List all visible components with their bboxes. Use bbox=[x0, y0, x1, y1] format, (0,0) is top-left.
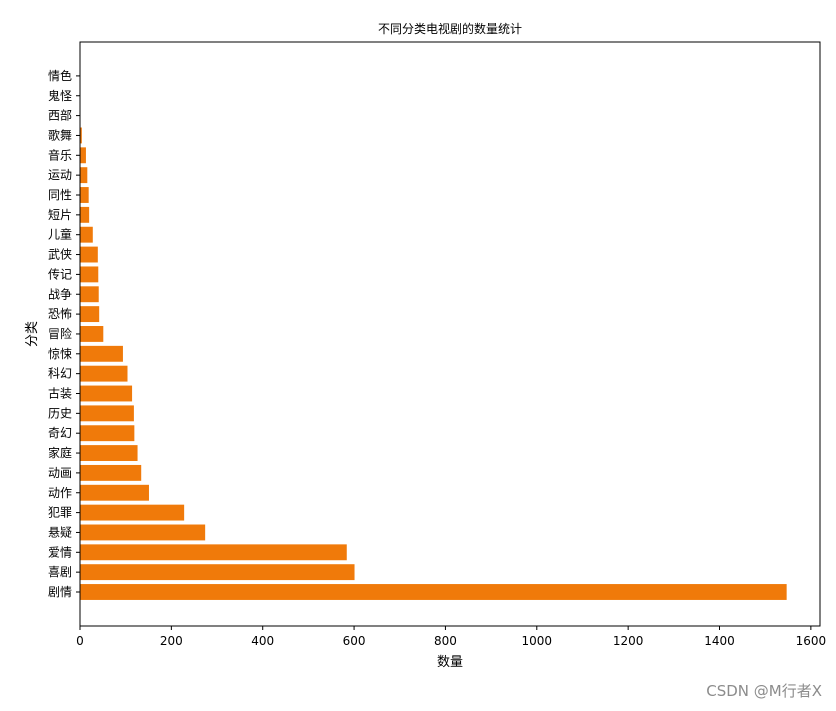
y-tick-label: 剧情 bbox=[48, 585, 72, 599]
watermark-text: CSDN @M行者X bbox=[706, 682, 822, 700]
bar-19 bbox=[80, 226, 93, 243]
y-tick-label: 传记 bbox=[48, 266, 72, 281]
bar-17 bbox=[80, 266, 99, 283]
y-tick-label: 音乐 bbox=[48, 147, 72, 162]
x-tick-label: 200 bbox=[160, 634, 183, 648]
y-tick-label: 儿童 bbox=[48, 227, 72, 242]
bar-16 bbox=[80, 286, 99, 303]
y-tick-label: 家庭 bbox=[48, 445, 72, 460]
bar-13 bbox=[80, 345, 123, 362]
x-axis-label: 数量 bbox=[437, 655, 463, 670]
y-tick-label: 情色 bbox=[48, 69, 72, 83]
y-tick-label: 动作 bbox=[48, 486, 72, 500]
y-tick-label: 奇幻 bbox=[48, 426, 72, 440]
y-tick-label: 冒险 bbox=[48, 326, 72, 341]
x-tick-label: 600 bbox=[343, 634, 366, 648]
x-tick-label: 800 bbox=[434, 634, 457, 648]
y-tick-label: 科幻 bbox=[48, 367, 72, 381]
x-tick-label: 1400 bbox=[704, 634, 735, 648]
bar-5 bbox=[80, 504, 185, 521]
bar-20 bbox=[80, 206, 90, 223]
bar-22 bbox=[80, 167, 88, 184]
y-tick-label: 西部 bbox=[48, 108, 72, 123]
bars-group bbox=[80, 67, 787, 600]
y-tick-label: 动画 bbox=[48, 466, 72, 480]
chart-title: 不同分类电视剧的数量统计 bbox=[378, 21, 522, 36]
y-tick-label: 悬疑 bbox=[48, 524, 72, 539]
bar-15 bbox=[80, 306, 100, 323]
y-tick-label: 战争 bbox=[48, 287, 72, 301]
bar-2 bbox=[80, 564, 355, 581]
bar-7 bbox=[80, 464, 142, 481]
bar-23 bbox=[80, 147, 86, 164]
bar-11 bbox=[80, 385, 133, 402]
y-tick-label: 短片 bbox=[48, 208, 72, 222]
bar-12 bbox=[80, 365, 128, 382]
y-tick-label: 鬼怪 bbox=[48, 88, 72, 103]
bar-3 bbox=[80, 544, 347, 561]
y-tick-label: 歌舞 bbox=[48, 127, 72, 142]
bar-4 bbox=[80, 524, 206, 541]
y-tick-label: 运动 bbox=[48, 168, 72, 182]
y-tick-label: 爱情 bbox=[48, 545, 72, 559]
y-axis-label: 分类 bbox=[25, 321, 40, 347]
x-tick-label: 1600 bbox=[796, 634, 827, 648]
y-tick-label: 惊悚 bbox=[48, 346, 72, 361]
bar-6 bbox=[80, 484, 149, 501]
bar-18 bbox=[80, 246, 98, 263]
y-tick-label: 历史 bbox=[48, 406, 72, 420]
y-tick-label: 恐怖 bbox=[48, 306, 72, 321]
bar-1 bbox=[80, 584, 787, 600]
x-tick-label: 1000 bbox=[522, 634, 553, 648]
y-tick-label: 犯罪 bbox=[48, 506, 72, 520]
x-tick-label: 0 bbox=[76, 634, 84, 648]
y-tick-label: 喜剧 bbox=[48, 565, 72, 579]
bar-24 bbox=[80, 127, 82, 144]
bar-10 bbox=[80, 405, 134, 422]
y-tick-label: 武侠 bbox=[48, 248, 72, 262]
bar-9 bbox=[80, 425, 135, 442]
x-tick-label: 400 bbox=[251, 634, 274, 648]
bar-14 bbox=[80, 326, 104, 342]
y-tick-label: 古装 bbox=[48, 386, 72, 401]
plot-frame bbox=[79, 41, 821, 627]
bar-8 bbox=[80, 445, 138, 461]
bar-21 bbox=[80, 187, 89, 203]
x-tick-label: 1200 bbox=[613, 634, 644, 648]
y-tick-label: 同性 bbox=[48, 188, 72, 202]
x-axis-ticks: 0 200 400 600 800 1000 1200 1400 1600 bbox=[76, 626, 826, 648]
y-axis-ticks: 剧情 喜剧 爱情 悬疑 犯罪 动作 动画 家庭 奇幻 历史 古装 科幻 惊悚 冒险 恐怖 战争 传记 武侠 儿童 短片… bbox=[48, 69, 80, 599]
